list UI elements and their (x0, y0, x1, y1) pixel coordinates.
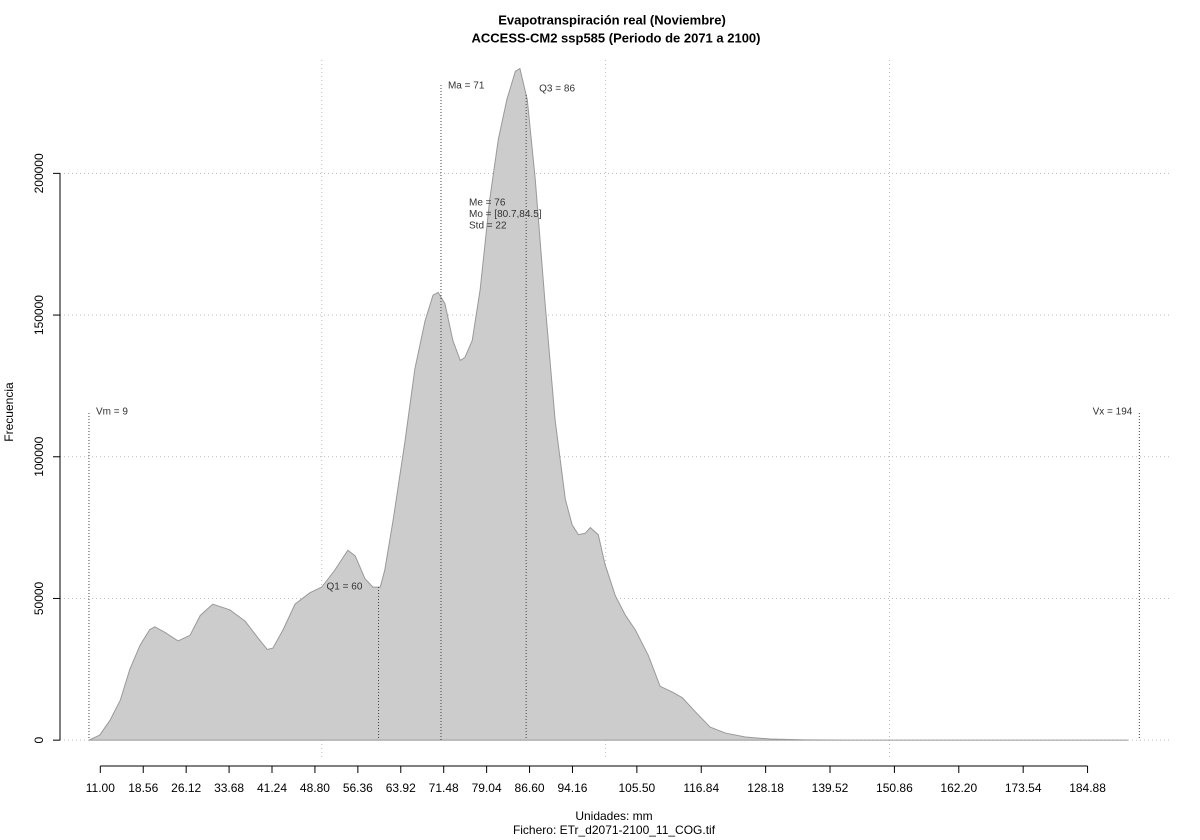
x-tick-label: 71.48 (429, 781, 459, 795)
x-tick-label: 116.84 (683, 781, 719, 795)
annotation: Vm = 9 (96, 407, 128, 418)
x-axis-label: Unidades: mm (575, 809, 652, 823)
x-tick-label: 128.18 (747, 781, 784, 795)
x-tick-label: 105.50 (619, 781, 656, 795)
x-tick-label: 33.68 (214, 781, 244, 795)
y-tick-label: 0 (32, 737, 46, 744)
x-tick-label: 41.24 (257, 781, 287, 795)
x-tick-label: 139.52 (812, 781, 849, 795)
annotation: Ma = 71 (448, 81, 485, 92)
stat-label: Mo = [80.7,84.5] (469, 209, 542, 220)
y-axis-label: Frecuencia (2, 382, 16, 442)
annotation: Q1 = 60 (327, 582, 363, 593)
x-tick-label: 63.92 (386, 781, 416, 795)
x-tick-label: 173.54 (1005, 781, 1042, 795)
density-area (88, 67, 1128, 741)
annotation: Q3 = 86 (539, 84, 575, 95)
stat-label: Std = 22 (469, 221, 507, 232)
x-tick-label: 94.16 (557, 781, 587, 795)
x-tick-label: 162.20 (940, 781, 977, 795)
x-tick-label: 79.04 (472, 781, 502, 795)
x-tick-label: 150.86 (876, 781, 913, 795)
x-tick-label: 184.88 (1069, 781, 1106, 795)
annotation: Vx = 194 (1093, 407, 1133, 418)
x-tick-label: 26.12 (171, 781, 201, 795)
x-tick-label: 48.80 (300, 781, 330, 795)
x-tick-label: 18.56 (128, 781, 158, 795)
x-tick-label: 86.60 (515, 781, 545, 795)
chart-subtitle: ACCESS-CM2 ssp585 (Periodo de 2071 a 210… (471, 30, 760, 45)
y-tick-label: 150000 (32, 295, 46, 335)
x-tick-label: 11.00 (86, 781, 115, 795)
y-tick-label: 50000 (32, 581, 46, 615)
y-tick-label: 200000 (32, 153, 46, 193)
y-tick-label: 100000 (32, 436, 46, 476)
x-tick-label: 56.36 (343, 781, 373, 795)
chart-title: Evapotranspiración real (Noviembre) (498, 12, 726, 27)
stat-label: Me = 76 (469, 198, 506, 209)
caption: Fichero: ETr_d2071-2100_11_COG.tif (513, 823, 716, 837)
